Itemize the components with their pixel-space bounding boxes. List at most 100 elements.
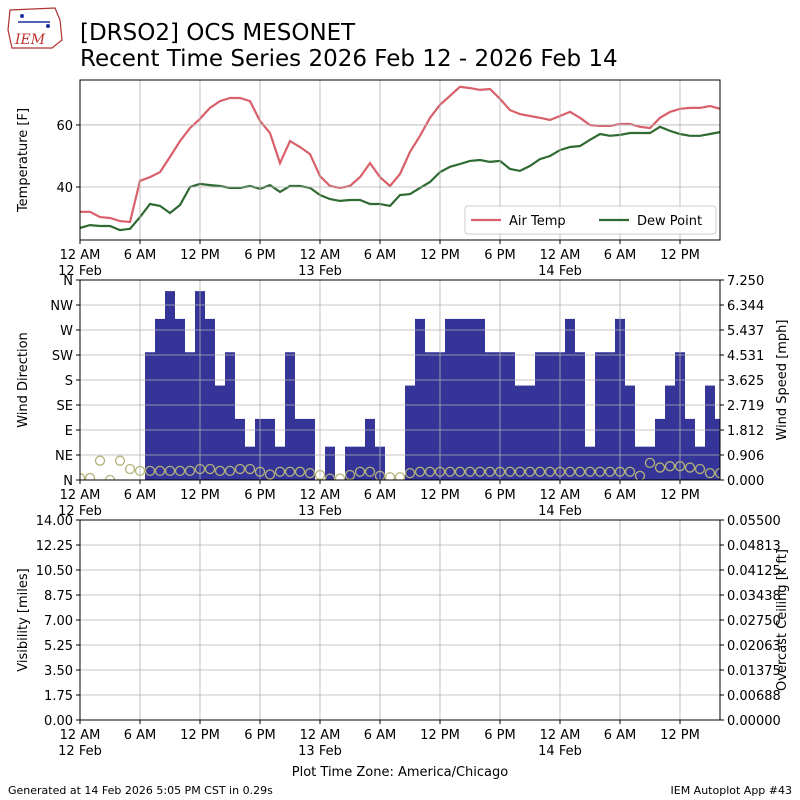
x-date-label: 13 Feb bbox=[298, 504, 342, 519]
y-tick-label: NW bbox=[50, 299, 73, 314]
y-tick-label: 60 bbox=[56, 119, 73, 134]
x-tick-label: 6 PM bbox=[244, 488, 275, 503]
y-tick-label: 0.00 bbox=[44, 714, 73, 729]
bar bbox=[605, 352, 615, 480]
subtitle: Recent Time Series 2026 Feb 12 - 2026 Fe… bbox=[80, 46, 618, 72]
line bbox=[80, 85, 720, 224]
y-tick-label: 8.75 bbox=[44, 589, 73, 604]
y-tick-label: W bbox=[60, 324, 73, 339]
y2-tick-label: 2.719 bbox=[727, 399, 764, 414]
wind-speed-point bbox=[324, 473, 336, 480]
wind-speed-point bbox=[164, 465, 176, 477]
y-axis-label: Temperature [F] bbox=[16, 108, 31, 213]
y2-tick-label: 0.02750 bbox=[727, 614, 781, 629]
wind-speed-point bbox=[664, 461, 676, 472]
bar bbox=[695, 446, 705, 480]
y-tick-label: SW bbox=[52, 349, 73, 364]
bar bbox=[525, 385, 535, 480]
wind-speed-point bbox=[274, 466, 286, 477]
x-date-label: 13 Feb bbox=[298, 264, 342, 279]
y-tick-label: 7.00 bbox=[44, 614, 73, 629]
x-tick-label: 12 PM bbox=[180, 728, 220, 743]
y2-tick-label: 5.437 bbox=[727, 324, 764, 339]
line bbox=[80, 125, 720, 232]
wind-speed-point bbox=[604, 466, 616, 477]
x-date-label: 13 Feb bbox=[298, 744, 342, 759]
wind-speed-point bbox=[404, 467, 416, 479]
bar bbox=[145, 352, 155, 480]
panel: 12 AM 6 AM 12 PM 6 PM 12 AM 6 AM 12 PM 6 PM 12 A… bbox=[16, 274, 790, 519]
y2-tick-label: 6.344 bbox=[727, 299, 764, 314]
wind-speed-point bbox=[84, 472, 96, 480]
x-tick-label: 12 AM bbox=[540, 248, 581, 263]
wind-speed-point bbox=[464, 466, 476, 477]
x-tick-label: 12 PM bbox=[420, 488, 460, 503]
wind-speed-point bbox=[284, 466, 296, 477]
wind-speed-point bbox=[704, 467, 716, 479]
bar bbox=[515, 385, 525, 480]
x-tick-label: 12 AM bbox=[540, 488, 581, 503]
x-tick-label: 12 PM bbox=[420, 728, 460, 743]
wind-speed-point bbox=[574, 466, 586, 477]
x-tick-label: 6 AM bbox=[604, 248, 637, 263]
y-tick-label: N bbox=[63, 474, 73, 489]
y2-tick-label: 0.000 bbox=[727, 474, 764, 489]
wind-speed-point bbox=[124, 463, 136, 475]
wind-speed-point bbox=[354, 466, 366, 477]
wind-speed-point bbox=[694, 463, 706, 475]
wind-speed-point bbox=[114, 455, 126, 466]
wind-speed-point bbox=[504, 466, 516, 477]
y2-tick-label: 3.625 bbox=[727, 374, 764, 389]
logo-text: IEM bbox=[14, 32, 46, 48]
x-tick-label: 6 AM bbox=[124, 728, 157, 743]
x-tick-label: 6 PM bbox=[484, 728, 515, 743]
x-tick-label: 6 AM bbox=[124, 488, 157, 503]
wind-speed-point bbox=[394, 472, 406, 480]
x-tick-label: 12 PM bbox=[180, 248, 220, 263]
wind-speed-point bbox=[584, 466, 596, 477]
x-tick-label: 12 AM bbox=[300, 488, 341, 503]
y-tick-label: 10.50 bbox=[36, 564, 73, 579]
wind-speed-point bbox=[474, 466, 486, 477]
panel-frame bbox=[79, 519, 721, 721]
wind-speed-point bbox=[414, 466, 426, 477]
y2-tick-label: 4.531 bbox=[727, 349, 764, 364]
y-tick-label: SE bbox=[57, 399, 73, 414]
bar bbox=[455, 318, 465, 480]
bar bbox=[205, 318, 215, 480]
wind-speed-point bbox=[80, 472, 86, 480]
wind-speed-point bbox=[304, 467, 316, 479]
bar bbox=[625, 385, 635, 480]
x-tick-label: 12 AM bbox=[60, 248, 101, 263]
bar bbox=[465, 318, 475, 480]
bar bbox=[655, 418, 665, 480]
bar bbox=[545, 352, 555, 480]
bar bbox=[575, 352, 585, 480]
x-tick-label: 6 AM bbox=[364, 728, 397, 743]
bar bbox=[345, 446, 355, 480]
y2-tick-label: 0.906 bbox=[727, 449, 764, 464]
y2-tick-label: 7.250 bbox=[727, 274, 764, 289]
wind-speed-point bbox=[544, 466, 556, 477]
wind-speed-point bbox=[634, 470, 646, 480]
x-axis-label: Plot Time Zone: America/Chicago bbox=[292, 765, 508, 780]
x-tick-label: 12 AM bbox=[540, 728, 581, 743]
bar bbox=[405, 385, 415, 480]
wind-speed-point bbox=[684, 462, 696, 473]
wind-speed-point bbox=[174, 465, 186, 477]
x-tick-label: 12 PM bbox=[660, 488, 700, 503]
wind-speed-point bbox=[454, 466, 466, 477]
x-date-label: 12 Feb bbox=[58, 744, 102, 759]
bar bbox=[355, 446, 365, 480]
x-tick-label: 6 PM bbox=[244, 728, 275, 743]
x-tick-label: 12 PM bbox=[420, 248, 460, 263]
bar bbox=[365, 418, 375, 480]
x-tick-label: 12 AM bbox=[60, 728, 101, 743]
legend-box bbox=[464, 205, 717, 235]
wind-speed-point bbox=[334, 473, 346, 480]
legend-label: Air Temp bbox=[509, 214, 566, 229]
bar bbox=[215, 385, 225, 480]
wind-speed-point bbox=[654, 462, 666, 473]
footer-left: Generated at 14 Feb 2026 5:05 PM CST in … bbox=[8, 784, 273, 797]
